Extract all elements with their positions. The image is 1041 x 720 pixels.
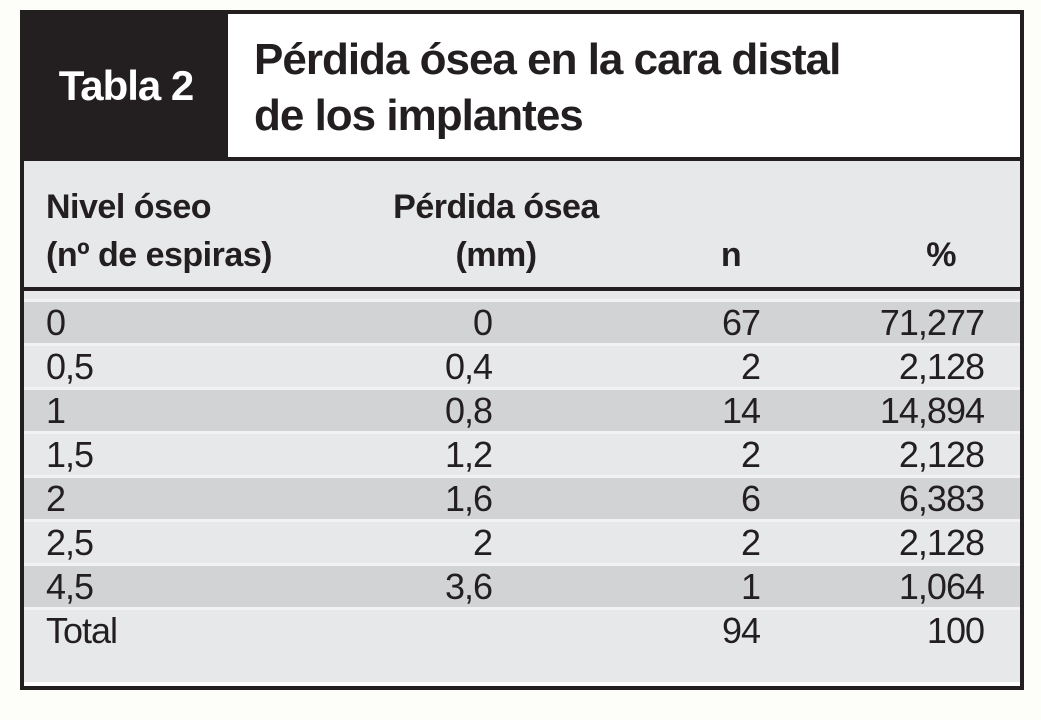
- cell-pct: 6,383: [898, 477, 985, 519]
- column-header-percent: %: [926, 236, 956, 274]
- table-title-line1: Pérdida ósea en la cara distal: [254, 35, 841, 84]
- cell-n: 94: [721, 609, 761, 651]
- cell-nivel: 4,5: [46, 565, 94, 607]
- cell-nivel: 0: [46, 301, 66, 343]
- cell-pct: 2,128: [898, 345, 985, 387]
- cell-perdida: 0,4: [444, 345, 493, 387]
- column-header-nivel-oseo-line2: (nº de espiras): [46, 236, 272, 274]
- column-header-perdida-osea-line2: (mm): [455, 236, 537, 274]
- table-row: 1,5 1,2 2 2,128: [24, 431, 1020, 475]
- cell-pct: 71,277: [879, 301, 985, 343]
- cell-pct: 2,128: [898, 521, 985, 563]
- cell-perdida: 1,2: [444, 433, 493, 475]
- figure-header: Tabla 2 Pérdida ósea en la cara distal d…: [24, 14, 1020, 157]
- column-header-perdida-osea: Pérdida ósea (mm): [296, 183, 696, 279]
- cell-perdida: 2: [472, 521, 493, 563]
- table-title: Pérdida ósea en la cara distal de los im…: [228, 14, 841, 157]
- table-row-total: Total 94 100: [24, 607, 1020, 651]
- table-row: 2 1,6 6 6,383: [24, 475, 1020, 519]
- cell-n: 2: [740, 521, 761, 563]
- table-row: 4,5 3,6 1 1,064: [24, 563, 1020, 607]
- table-title-line2: de los implantes: [254, 91, 584, 140]
- cell-n: 14: [721, 389, 761, 431]
- cell-pct: 14,894: [879, 389, 985, 431]
- cell-nivel: 1,5: [46, 433, 94, 475]
- cell-pct: 2,128: [898, 433, 985, 475]
- column-header-nivel-oseo: Nivel óseo (nº de espiras): [46, 183, 296, 279]
- header-divider-rule: [24, 287, 1020, 291]
- table-figure: Tabla 2 Pérdida ósea en la cara distal d…: [20, 10, 1024, 690]
- cell-n: 2: [740, 345, 761, 387]
- table-label-box: Tabla 2: [24, 14, 228, 157]
- column-header-perdida-osea-line1: Pérdida ósea: [393, 188, 599, 226]
- column-header-n: n: [720, 236, 742, 274]
- table-row: 0,5 0,4 2 2,128: [24, 343, 1020, 387]
- cell-nivel: 2,5: [46, 521, 94, 563]
- table-body-area: Nivel óseo (nº de espiras) Pérdida ósea …: [24, 157, 1020, 682]
- cell-perdida: 0: [472, 301, 493, 343]
- cell-nivel: 0,5: [46, 345, 94, 387]
- table-row: 1 0,8 14 14,894: [24, 387, 1020, 431]
- cell-nivel: Total: [46, 609, 118, 651]
- cell-n: 1: [740, 565, 761, 607]
- table-header-row: Nivel óseo (nº de espiras) Pérdida ósea …: [24, 161, 1020, 279]
- column-header-nivel-oseo-line1: Nivel óseo: [46, 188, 212, 226]
- table-row: 0 0 67 71,277: [24, 299, 1020, 343]
- table-row: 2,5 2 2 2,128: [24, 519, 1020, 563]
- cell-pct: 100: [926, 609, 985, 651]
- cell-n: 6: [740, 477, 761, 519]
- cell-nivel: 2: [46, 477, 66, 519]
- cell-nivel: 1: [46, 389, 66, 431]
- table-rows: 0 0 67 71,277 0,5 0,4 2 2,128 1 0,8 14 1…: [24, 299, 1020, 651]
- cell-n: 67: [721, 301, 761, 343]
- table-label: Tabla 2: [58, 61, 195, 109]
- cell-perdida: 0,8: [444, 389, 493, 431]
- cell-pct: 1,064: [898, 565, 985, 607]
- cell-n: 2: [740, 433, 761, 475]
- cell-perdida: 1,6: [444, 477, 493, 519]
- cell-perdida: 3,6: [444, 565, 493, 607]
